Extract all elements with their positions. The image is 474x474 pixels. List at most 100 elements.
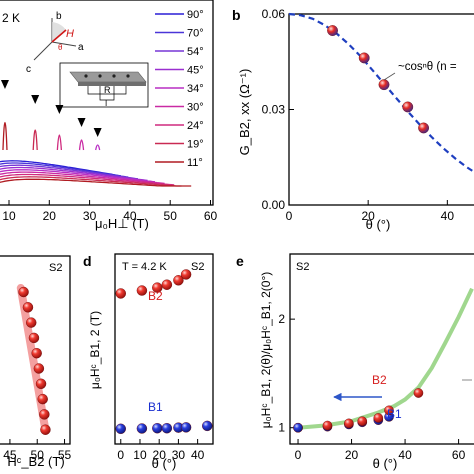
panel-a-legend-label: 34° bbox=[187, 83, 204, 95]
panel-a-legend: 90° 70° 54° 45° 34° 30° 24° 19° 11° bbox=[155, 9, 204, 169]
panel-a-legend-label: 70° bbox=[187, 28, 204, 40]
panel-a-xtick-label: 30 bbox=[83, 209, 97, 223]
panel-d-xtick-label: 0 bbox=[117, 448, 124, 462]
panel-a-peak-curve bbox=[95, 144, 101, 151]
panel-e-point-b2 bbox=[344, 418, 354, 429]
panel-c-point bbox=[28, 332, 40, 344]
panel-d-point-b1 bbox=[152, 423, 163, 434]
panel-d-xlabel: θ (°) bbox=[152, 456, 177, 471]
panel-a-peak-arrow bbox=[93, 128, 102, 137]
panel-b-xtick-label: 40 bbox=[441, 209, 455, 223]
panel-a-xtick-label: 40 bbox=[123, 209, 137, 223]
panel-b-xtick-label: 20 bbox=[361, 209, 375, 223]
panel-a-legend-label: 24° bbox=[187, 120, 204, 132]
panel-e-data-points bbox=[293, 388, 424, 433]
panel-d-x-ticks: 0 10 20 30 40 bbox=[117, 439, 205, 462]
panel-d-point-b1 bbox=[202, 420, 213, 432]
panel-a-curves bbox=[0, 122, 192, 187]
panel-b-frame bbox=[288, 13, 474, 206]
panel-e-point-b2 bbox=[384, 405, 394, 416]
panel-b-xlabel: θ (°) bbox=[366, 217, 391, 232]
panel-b: b 0.00 0.03 0.06 0 20 40 G_B2, xx (Ω⁻¹) θ (°… bbox=[232, 7, 474, 232]
panel-b-cos-fit-line bbox=[288, 12, 474, 174]
panel-e-point-origin bbox=[293, 422, 303, 433]
panel-e-y-ticks: 12 bbox=[278, 312, 295, 435]
panel-e-sample: S2 bbox=[296, 261, 309, 273]
panel-e: e S2 μ₀Hᶜ_B1, 2(θ)/μ₀Hᶜ_B1, 2(0°) 12 0 20… bbox=[236, 253, 474, 471]
panel-a-curve bbox=[0, 169, 155, 183]
panel-a-temperature: 2 K bbox=[2, 11, 20, 25]
panel-c-point bbox=[31, 348, 42, 359]
panel-d-point-b2 bbox=[152, 282, 163, 293]
panel-b-ytick-label: 0.00 bbox=[262, 198, 286, 212]
inset-angle-theta: θ bbox=[58, 43, 63, 52]
panel-d-point-b1 bbox=[161, 423, 173, 434]
panel-e-x-ticks: 0 20 40 60 bbox=[295, 439, 466, 462]
panel-b-ytick-label: 0.06 bbox=[262, 7, 286, 21]
panel-d-point-b1 bbox=[115, 423, 126, 434]
panel-e-label-b1: B1 bbox=[387, 407, 402, 421]
panel-e-xlabel: θ (°) bbox=[373, 456, 398, 471]
panel-c-point bbox=[39, 409, 50, 420]
panel-e-ylabel: μ₀Hᶜ_B1, 2(θ)/μ₀Hᶜ_B1, 2(0°) bbox=[259, 272, 273, 428]
panel-b-annotation: ~cosⁿθ (n = bbox=[398, 61, 457, 73]
panel-a-curve bbox=[0, 178, 192, 187]
panel-b-point bbox=[418, 122, 429, 134]
panel-e-xtick-label: 60 bbox=[452, 448, 466, 462]
panel-a-frame bbox=[0, 0, 214, 206]
panel-a-peak-arrow bbox=[0, 80, 9, 89]
panel-c-xtick-label: 55 bbox=[58, 448, 72, 462]
panel-a-legend-label: 30° bbox=[187, 102, 204, 114]
panel-d-frame bbox=[114, 253, 214, 445]
panel-c-frame bbox=[0, 255, 71, 445]
panel-a-legend-label: 54° bbox=[187, 46, 204, 58]
panel-e-fit-curve bbox=[297, 287, 474, 430]
device-label-r: R bbox=[104, 85, 111, 95]
inset-axis-b: b bbox=[56, 11, 62, 22]
panel-d-point-b2 bbox=[173, 275, 184, 286]
panel-c-point bbox=[18, 286, 29, 298]
panel-d-point-b1 bbox=[180, 422, 192, 433]
inset-axis-a: a bbox=[78, 42, 84, 53]
panel-b-ytick-label: 0.03 bbox=[262, 103, 286, 117]
panel-a-legend-label: 19° bbox=[187, 139, 204, 151]
panel-d-label-b2: B2 bbox=[148, 289, 163, 303]
panel-a-peak-arrow bbox=[55, 105, 64, 114]
panel-a-peak-curve bbox=[78, 139, 85, 151]
panel-e-xtick-label: 20 bbox=[345, 448, 359, 462]
panel-d-xtick-label: 30 bbox=[172, 448, 186, 462]
panel-a-device-sketch: R I bbox=[59, 62, 149, 108]
panel-c-fit-band bbox=[16, 284, 50, 434]
panel-a-xtick-label: 10 bbox=[2, 209, 16, 223]
panel-a-peak-markers bbox=[0, 80, 102, 137]
panel-a-peak-arrow bbox=[31, 95, 40, 104]
panel-c-point bbox=[40, 424, 51, 435]
panel-d-point-b2 bbox=[136, 285, 148, 296]
panel-b-point bbox=[358, 52, 370, 64]
panel-a-xtick-label: 60 bbox=[204, 209, 218, 223]
panel-c-point bbox=[37, 393, 48, 405]
panel-a-curve bbox=[0, 164, 139, 180]
panel-e-ytick-label: 1 bbox=[278, 421, 285, 435]
panel-a-peak-curve bbox=[32, 129, 38, 151]
panel-d-label: d bbox=[83, 253, 92, 269]
panel-a-inset-axes: b H θ a c bbox=[26, 11, 84, 75]
panel-d-point-b1 bbox=[136, 423, 148, 434]
panel-a-x-ticks: 10 20 30 40 50 60 bbox=[2, 200, 217, 223]
panel-a-xlabel: μ₀H⊥ (T) bbox=[95, 216, 149, 231]
panel-d-ylabel: μ₀Hᶜ_B1, 2 (T) bbox=[88, 311, 102, 389]
panel-a: 2 K b H θ a c R I bbox=[0, 0, 217, 231]
panel-b-data-points bbox=[327, 25, 429, 134]
panel-a-peak-arrow bbox=[77, 118, 86, 127]
panel-c-x-ticks: 45 50 55 bbox=[3, 439, 72, 462]
panel-d-data-points bbox=[115, 269, 213, 434]
panel-e-xtick-label: 0 bbox=[295, 448, 302, 462]
panel-d-point-b2 bbox=[115, 288, 126, 299]
device-label-i: I bbox=[105, 99, 107, 108]
panel-c-point bbox=[33, 363, 45, 374]
inset-axis-c: c bbox=[26, 64, 31, 75]
panel-c-point bbox=[22, 302, 34, 313]
panel-a-curve bbox=[0, 162, 129, 178]
panel-b-point bbox=[327, 25, 338, 36]
panel-d: d T = 4.2 K S2 μ₀Hᶜ_B1, 2 (T) 0 10 20 30 40 … bbox=[83, 253, 214, 471]
